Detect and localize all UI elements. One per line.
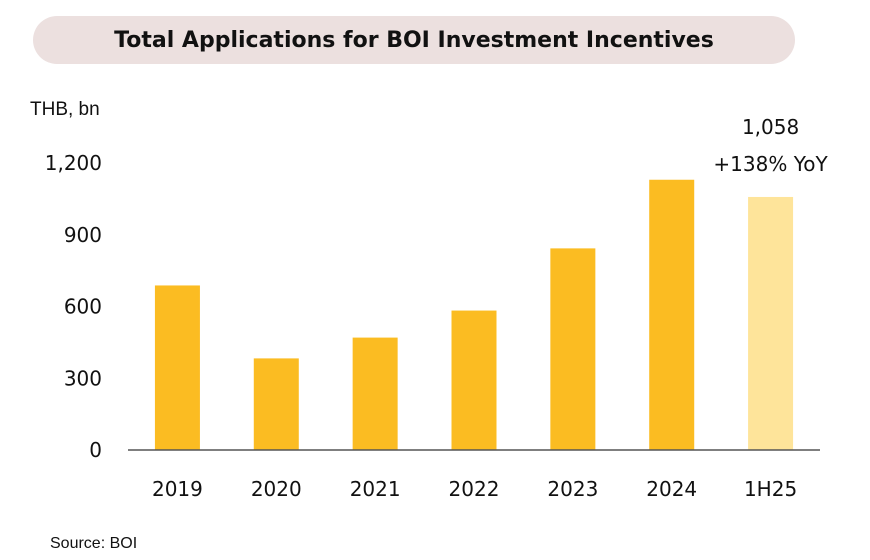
bar <box>550 248 596 450</box>
annotation-change-label: +138% YoY <box>713 152 828 176</box>
x-tick-label: 2019 <box>152 477 203 501</box>
y-tick-label: 300 <box>64 366 102 390</box>
y-axis-unit-label: THB, bn <box>30 99 100 120</box>
bar <box>451 310 497 450</box>
bar <box>154 285 200 450</box>
y-tick-label: 900 <box>64 223 102 247</box>
bar <box>352 337 398 450</box>
chart-title-banner: Total Applications for BOI Investment In… <box>33 16 795 64</box>
x-tick-label: 2024 <box>646 477 697 501</box>
y-tick-label: 600 <box>64 295 102 319</box>
x-tick-label: 2020 <box>251 477 302 501</box>
x-tick-label: 2023 <box>547 477 598 501</box>
bar <box>253 358 299 450</box>
y-tick-label: 1,200 <box>45 151 102 175</box>
annotation-value-label: 1,058 <box>742 115 799 139</box>
x-tick-label: 2021 <box>350 477 401 501</box>
x-tick-label: 2022 <box>449 477 500 501</box>
source-note: Source: BOI <box>50 535 138 552</box>
chart-title: Total Applications for BOI Investment In… <box>114 27 714 53</box>
bar-highlight <box>748 196 794 450</box>
y-tick-label: 0 <box>89 438 102 462</box>
bar <box>649 179 695 450</box>
x-tick-label: 1H25 <box>744 477 797 501</box>
